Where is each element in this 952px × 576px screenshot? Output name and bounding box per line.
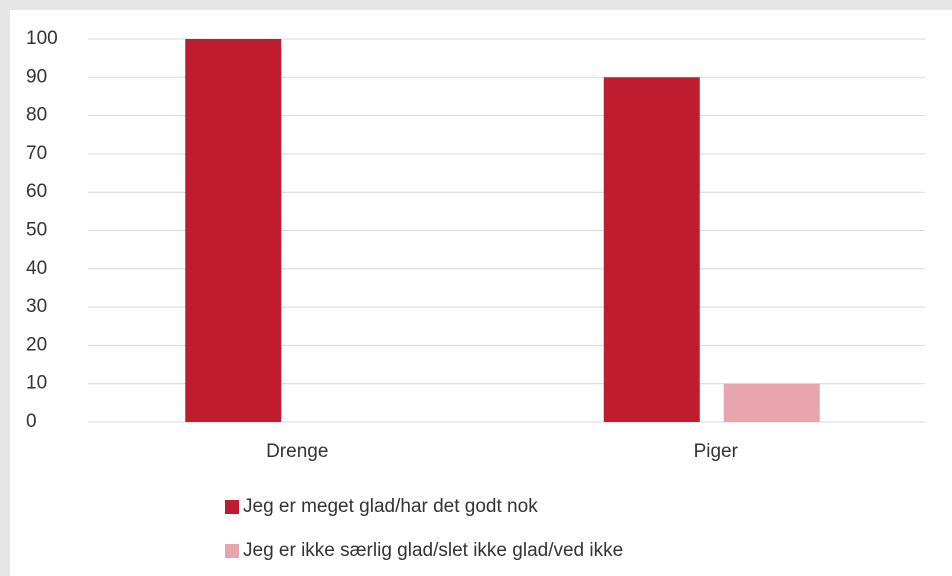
bar [723,383,820,422]
y-tick-label: 50 [26,220,47,241]
y-tick-label: 80 [26,105,47,126]
y-tick-label: 0 [26,411,37,432]
legend-swatch [225,500,239,514]
y-tick-label: 70 [26,143,47,164]
y-tick-label: 100 [26,28,58,49]
legend-label: Jeg er ikke særlig glad/slet ikke glad/v… [243,540,623,561]
y-tick-label: 10 [26,373,47,394]
y-tick-label: 60 [26,181,47,202]
x-tick-label: Drenge [266,441,328,462]
y-tick-label: 20 [26,334,47,355]
legend-swatch [225,544,239,558]
legend-label: Jeg er meget glad/har det godt nok [243,496,538,517]
card [10,10,952,576]
y-tick-label: 30 [26,296,47,317]
bar [603,77,700,423]
y-tick-label: 90 [26,66,47,87]
x-tick-label: Piger [694,441,739,462]
bar [185,39,282,422]
y-tick-label: 40 [26,258,47,279]
